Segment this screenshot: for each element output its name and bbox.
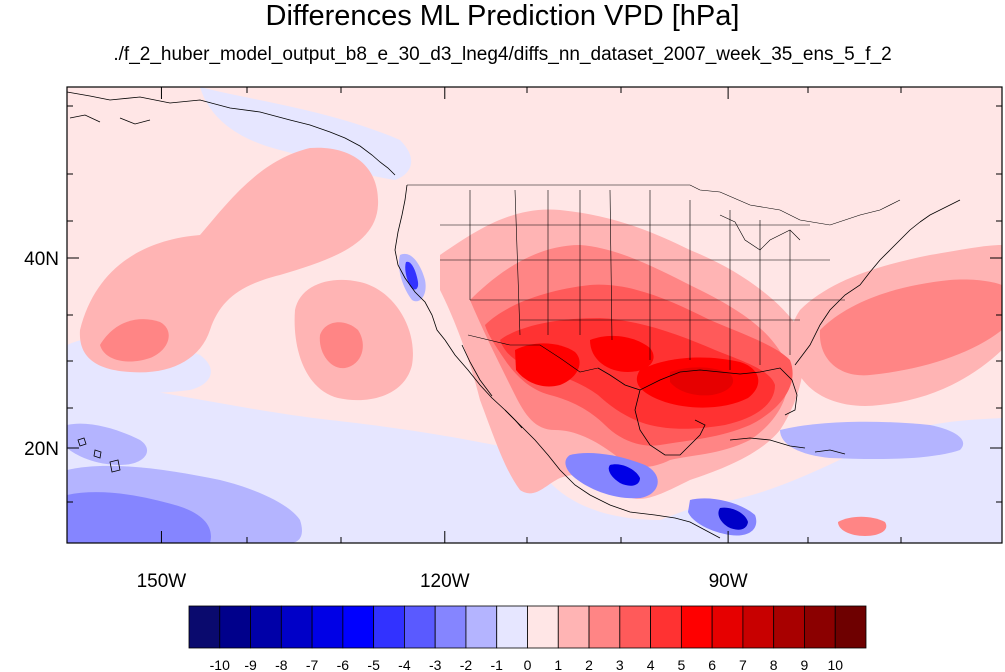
field-dark-blue-california	[405, 261, 419, 290]
colorbar-label: 2	[585, 657, 593, 672]
minor-ticks	[67, 87, 1002, 543]
field-blue-caribbean-1	[565, 453, 658, 499]
colorbar-label: 8	[770, 657, 778, 672]
coast-cuba	[729, 437, 806, 449]
field-blue-atlantic-south	[780, 421, 964, 460]
coast-hawaii	[77, 437, 121, 473]
map-borders	[407, 184, 901, 373]
field-darkblue-caribbean-2	[718, 507, 748, 530]
colorbar-label: 6	[708, 657, 716, 672]
field-pink-small-east	[838, 516, 887, 536]
colorbar-swatch	[311, 605, 344, 649]
colorbar-swatch	[527, 605, 559, 649]
colorbar-swatch	[219, 605, 251, 649]
colorbar-swatch	[557, 605, 590, 649]
colorbar-swatch	[404, 605, 436, 649]
coast-alaska	[67, 91, 396, 176]
field-salmon-atlantic	[819, 279, 1002, 376]
colorbar-swatch	[250, 605, 282, 649]
field-darkblue-caribbean-1	[608, 464, 640, 486]
field-salmon-pacific-mid	[319, 322, 363, 369]
coast-hispaniola	[814, 449, 846, 455]
colorbar-swatch	[188, 605, 221, 649]
colorbar-swatch	[588, 605, 621, 649]
colorbar-label: 1	[554, 657, 562, 672]
coast-alaska-islands	[69, 114, 151, 125]
field-core-south	[590, 335, 654, 372]
colorbar-swatch	[280, 605, 313, 649]
field-blue-hawaii	[67, 423, 148, 465]
plot-title: Differences ML Prediction VPD [hPa]	[265, 0, 740, 32]
colorbar-swatch	[434, 605, 467, 649]
coast-central-america	[654, 514, 721, 539]
colorbar-swatch	[711, 605, 744, 649]
border-canada-us	[407, 184, 901, 226]
border-great-lakes	[719, 214, 801, 251]
colorbar-label: -4	[398, 657, 411, 672]
x-tick-label: 150W	[137, 571, 187, 592]
coast-west-us	[394, 184, 446, 341]
border-states-vertical	[469, 189, 791, 370]
colorbar-label: -10	[210, 657, 230, 672]
colorbar-swatch	[650, 605, 682, 649]
x-tick-label: 90W	[709, 571, 748, 592]
colorbar-swatch	[496, 605, 528, 649]
coast-canada-east	[919, 199, 961, 223]
y-ticks: 40N 20N	[24, 249, 1002, 460]
field-light-blue-south	[67, 380, 1002, 543]
colorbar-label: -9	[244, 657, 257, 672]
colorbar-label: -5	[367, 657, 380, 672]
map-field	[67, 87, 1002, 543]
coast-yucatan	[634, 389, 706, 456]
coast-gulf	[597, 367, 798, 416]
colorbar-swatch	[834, 605, 867, 649]
colorbar-label: 7	[739, 657, 747, 672]
field-light-blue-north	[200, 87, 412, 180]
colorbar: -10 -9 -8 -7 -6 -5 -4 -3 -2 -1 0 1 2 3 4 5 6 7 8 9 10	[188, 605, 867, 672]
colorbar-label: 5	[677, 657, 685, 672]
x-ticks: 150W 120W 90W	[137, 87, 748, 592]
field-core-texas	[515, 343, 580, 387]
field-blue-southwest-pacific-2	[67, 492, 211, 543]
field-salmon-pacific	[100, 319, 169, 362]
colorbar-swatch	[373, 605, 405, 649]
colorbar-swatch	[680, 605, 713, 649]
colorbar-swatch	[742, 605, 775, 649]
plot-subtitle: ./f_2_huber_model_output_b8_e_30_d3_lneg…	[113, 44, 892, 65]
coast-mexico-west	[504, 409, 656, 516]
colorbar-label: 10	[827, 657, 843, 672]
border-mexico-us	[467, 334, 599, 373]
colorbar-label: -6	[337, 657, 350, 672]
colorbar-label: -3	[429, 657, 442, 672]
colorbar-label: -2	[460, 657, 473, 672]
colorbar-swatch	[342, 605, 375, 649]
x-tick-label: 120W	[420, 571, 470, 592]
map-coastlines	[67, 91, 961, 539]
y-tick-label: 40N	[24, 249, 59, 270]
colorbar-label: 4	[647, 657, 655, 672]
field-deep-gulf	[670, 367, 734, 396]
colorbar-label: -7	[306, 657, 319, 672]
colorbar-swatch	[465, 605, 498, 649]
colorbar-label: -1	[491, 657, 504, 672]
y-tick-label: 20N	[24, 439, 59, 460]
colorbar-label: 0	[524, 657, 532, 672]
colorbar-swatch	[804, 605, 836, 649]
colorbar-label: 9	[801, 657, 809, 672]
colorbar-label: -8	[275, 657, 288, 672]
coast-east-us	[794, 221, 921, 366]
colorbar-swatch	[773, 605, 805, 649]
colorbar-swatch	[619, 605, 651, 649]
colorbar-label: 3	[616, 657, 624, 672]
field-pink-pacific-ne	[79, 147, 379, 373]
border-states-horizontal	[440, 224, 845, 321]
